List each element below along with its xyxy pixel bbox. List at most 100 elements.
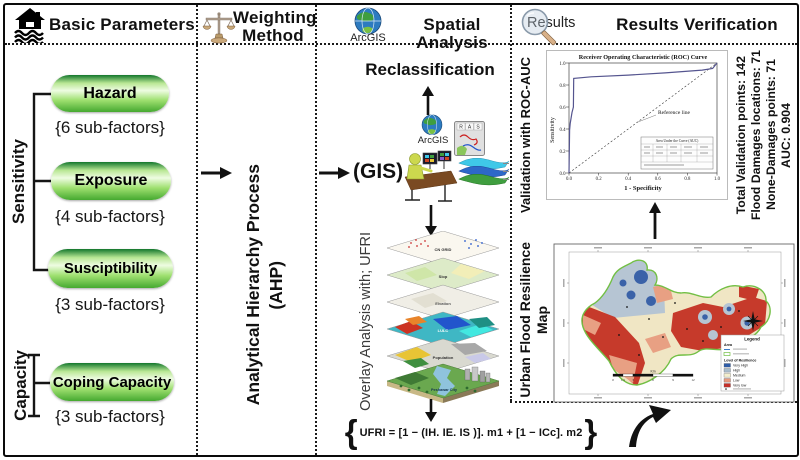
flood-house-icon [14,8,45,43]
overlay-analysis-label: Overlay Analysis with; UFRI [358,231,374,411]
svg-text:Legend: Legend [744,337,760,342]
roc-section-label: Validation with ROC-AUC [517,56,533,213]
arcgis-globe-icon [354,7,382,35]
svg-text:Results: Results [527,15,575,31]
layer-population: Population [386,338,500,374]
factor-sub-coping-capacity: {3 sub-factors} [55,407,165,426]
svg-text:0.8: 0.8 [560,84,567,89]
separator-headers [5,43,797,45]
formula-open-brace: { [344,412,358,450]
svg-text:Elvation: Elvation [435,301,451,306]
factor-sub-hazard: {6 sub-factors} [55,118,165,137]
svg-text:0.6: 0.6 [655,177,662,182]
svg-text:3: 3 [632,378,634,382]
factor-pill-exposure: Exposure [51,162,171,200]
svg-text:Sensitivity: Sensitivity [550,117,556,143]
svg-text:1.5: 1.5 [621,378,625,382]
stat-none-damage-points: None-Damages points: 71 [763,59,778,211]
map-scale-bar: Km 0 1.5 3 6 9 12 [612,370,695,383]
svg-text:Km: Km [650,370,655,374]
raster-ras-icon: R A S [454,121,485,156]
svg-text:6: 6 [652,378,654,382]
col1-title: Basic Parameters [49,15,195,34]
separator-col3-col4 [510,5,512,401]
svg-text:Peshawar City: Peshawar City [431,388,458,392]
factor-sub-susciptibility: {3 sub-factors} [55,295,165,314]
svg-text:A: A [468,124,472,130]
svg-text:Very low: Very low [733,384,747,388]
capacity-group-label: Capacity [11,349,30,421]
roc-auc-inset-table: Area Under the Curve (AUC) [640,136,714,170]
formula-body: UFRI = [1 − (IH. IE. IS )]. m1 + [1 − IC… [359,427,583,439]
svg-text:0.0: 0.0 [560,172,567,177]
svg-text:Receiver Operating Characteris: Receiver Operating Characteristic (ROC) … [579,54,708,61]
stat-total-validation-points: Total Validation points: 142 [733,55,748,215]
factor-pill-susciptibility: Susciptibility [48,249,173,288]
methodology-diagram: Basic Parameters Sensitivity Capacity Ha… [3,3,799,457]
stat-flood-damage-locations: Flood Damages locations: 71 [748,49,763,221]
validation-stats: Total Validation points: 142 Flood Damag… [729,45,797,225]
svg-text:1.0: 1.0 [560,62,567,67]
roc-reference-line [568,62,718,174]
svg-text:0.8: 0.8 [684,177,691,182]
arrow-down-gis-to-overlay [425,205,437,236]
formula-close-brace: } [584,412,598,450]
factor-pill-hazard: Hazard [51,75,169,112]
gis-label: (GIS) [353,160,404,183]
svg-text:0.4: 0.4 [625,177,632,182]
col4-title: Results Verification [616,15,778,34]
layer-lulc: LULC [386,311,500,347]
svg-text:Low: Low [733,379,740,383]
arrow-up-map-to-roc [649,202,661,239]
svg-text:0.2: 0.2 [560,150,567,155]
svg-text:Very High: Very High [733,364,748,368]
ahp-label: Analytical Hierarchy Process (AHP) [243,164,286,406]
map-legend: Legend Area Level of Resilience Very Hig… [720,334,785,392]
svg-text:9: 9 [672,378,674,382]
layer-elevation: Elvation [386,284,500,320]
svg-text:CN GRID: CN GRID [435,247,452,252]
svg-text:LULC: LULC [438,328,449,333]
compass-rose-icon [743,311,763,331]
arrow-weighting-to-gis [319,167,350,179]
gis-analyst-illustration [404,150,458,202]
curved-arrow-formula-to-map [629,405,671,447]
svg-text:Population: Population [433,355,454,360]
factor-pill-coping-capacity: Coping Capacity [50,363,174,401]
col3-title: Spatial Analysis [416,15,488,52]
ufri-formula: { UFRI = [1 − (IH. IE. IS )]. m1 + [1 − … [315,413,627,453]
svg-text:0.4: 0.4 [560,128,567,133]
roc-chart: Receiver Operating Characteristic (ROC) … [546,50,728,200]
arcgis-label: ArcGIS [350,32,386,44]
arrow-down-overlay-to-formula [425,399,437,422]
arcgis-globe-small-icon [421,114,443,135]
svg-text:0: 0 [612,378,614,382]
layer-cn-grid: CN GRID [386,231,500,266]
terrain-layers-illustration [458,157,510,186]
svg-text:Area: Area [724,343,733,347]
svg-text:1 - Specificity: 1 - Specificity [624,185,662,192]
arcgis-small-label: ArcGIS [417,135,449,146]
separator-col2-col3 [315,5,317,455]
roc-curve-line [568,62,718,174]
factor-sub-exposure: {4 sub-factors} [55,207,165,226]
arrow-basic-to-weighting [201,167,232,179]
svg-text:1.0: 1.0 [714,177,721,182]
roc-annotation: Reference line [658,109,690,116]
stat-auc: AUC: 0.904 [778,102,793,168]
roc-y-ticks: 0.0 0.2 0.4 0.6 0.8 1.0 [560,62,569,177]
balance-scale-icon [202,12,236,44]
svg-text:Area Under the Curve (AUC): Area Under the Curve (AUC) [656,139,700,143]
svg-text:0.0: 0.0 [566,177,573,182]
svg-text:Slop: Slop [439,274,448,279]
layer-slope: Slop [386,257,500,293]
sensitivity-capacity-brackets [28,92,51,418]
col2-title: Weighting Method [233,8,317,45]
reclassification-label: Reclassification [365,60,495,79]
svg-text:Medium: Medium [733,374,746,378]
svg-text:R: R [459,124,463,130]
layer-city-block: Peshawar City [386,363,500,403]
urban-flood-resilience-map: Legend Area Level of Resilience Very Hig… [553,243,795,403]
arrow-up-reclassification [422,86,434,115]
svg-text:S: S [476,124,480,130]
